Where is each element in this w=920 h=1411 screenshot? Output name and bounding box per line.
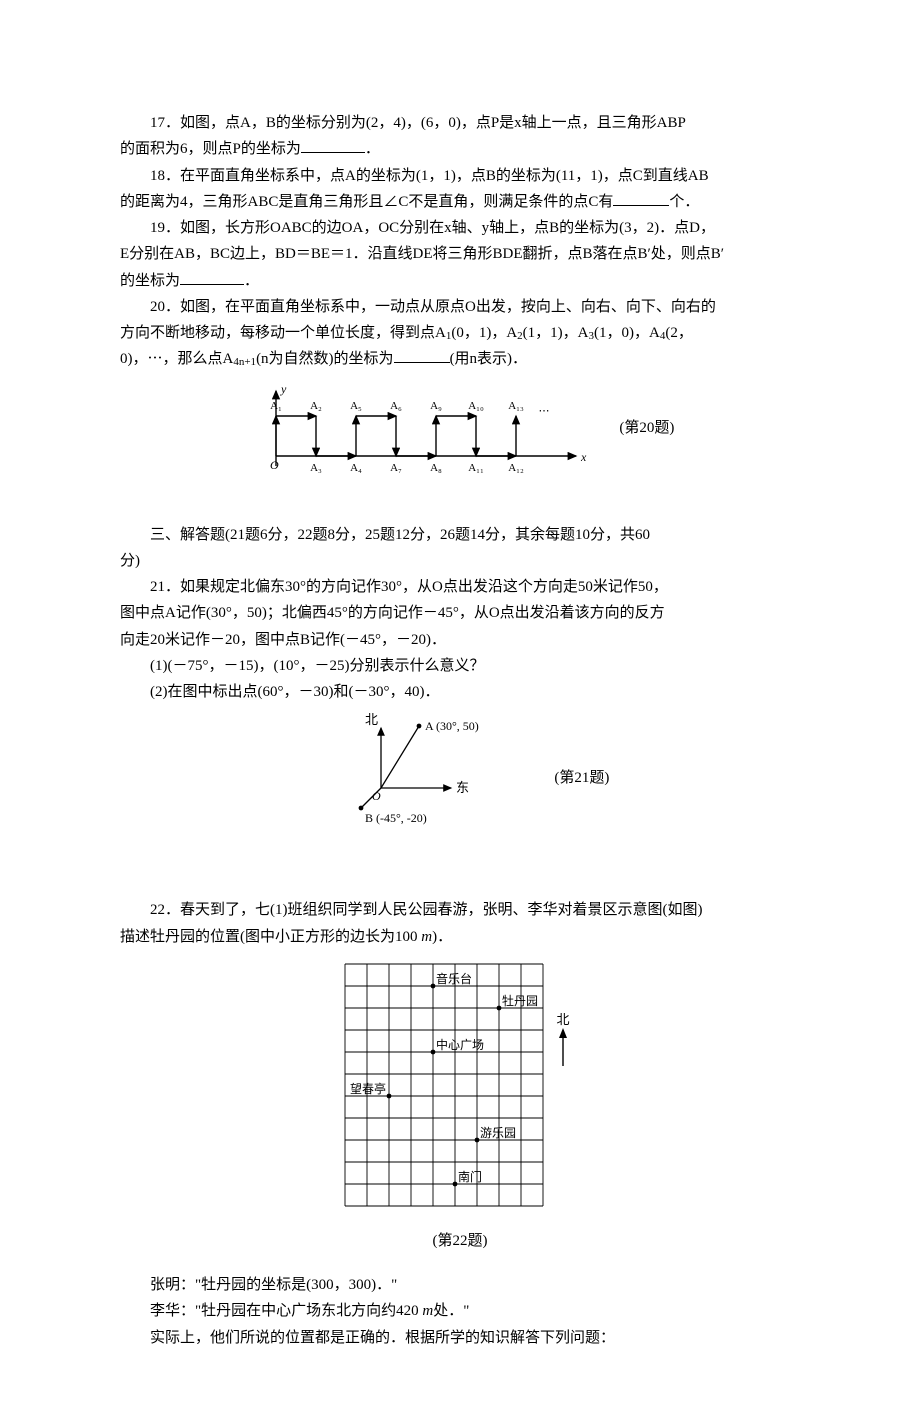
q19-t2: E分别在AB，BC边上，BD＝BE＝1．沿直线DE将三角形BDE翻折，点B落在点… <box>120 246 724 262</box>
q22-zhang-text: 张明："牡丹园的坐标是(300，300)．" <box>150 1277 397 1293</box>
q19-blank <box>180 269 244 285</box>
q19-line1: 19．如图，长方形OABC的边OA，OC分别在x轴、y轴上，点B的坐标为(3，2… <box>120 215 800 241</box>
q20-t2a: 方向不断地移动，每移动一个单位长度，得到点A <box>120 325 446 341</box>
q21-origin: O <box>372 789 381 803</box>
q18-blank <box>613 190 669 206</box>
q19-t3: 的坐标为 <box>120 273 180 289</box>
q19-line2: E分别在AB，BC边上，BD＝BE＝1．沿直线DE将三角形BDE翻折，点B落在点… <box>120 241 800 267</box>
q19-suffix: ． <box>244 273 259 289</box>
q17-line1: 17．如图，点A，B的坐标分别为(2，4)，(6，0)，点P是x轴上一点，且三角… <box>120 110 800 136</box>
q20-a5: A₅ <box>350 400 362 412</box>
svg-text:望春亭: 望春亭 <box>350 1081 386 1096</box>
svg-text:音乐台: 音乐台 <box>436 971 472 986</box>
q22-li: 李华："牡丹园在中心广场东北方向约420 m处．" <box>120 1298 800 1324</box>
q20-line3: 0)，⋯，那么点A4n+1(n为自然数)的坐标为(用n表示)． <box>120 346 800 372</box>
q21-B: B (-45°, -20) <box>365 811 427 825</box>
q22-li-text: 李华："牡丹园在中心广场东北方向约420 <box>150 1303 422 1319</box>
q20-dots: ⋯ <box>538 405 549 417</box>
q17-line2: 的面积为6，则点P的坐标为 ． <box>120 136 800 162</box>
q22-t2b: )． <box>432 929 452 945</box>
svg-text:北: 北 <box>556 1012 569 1027</box>
q18-line2: 的距离为4，三角形ABC是直角三角形且∠C不是直角，则满足条件的点C有 个． <box>120 189 800 215</box>
q20-a6: A₆ <box>390 400 402 412</box>
q20-a7: A₇ <box>390 462 402 474</box>
q20-a8: A₈ <box>430 462 442 474</box>
q22-t1: 22．春天到了，七(1)班组织同学到人民公园春游，张明、李华对着景区示意图(如图… <box>150 902 702 918</box>
q20-caption: (第20题) <box>619 415 674 441</box>
q20-figure: O x y A₁ A₂ <box>120 381 800 476</box>
q20-a13: A₁₃ <box>508 400 524 412</box>
q20-p4: (2， <box>665 325 693 341</box>
q20-a9: A₉ <box>430 400 442 412</box>
q17-text2: 的面积为6，则点P的坐标为 <box>120 141 301 157</box>
q22-last-text: 实际上，他们所说的位置都是正确的．根据所学的知识解答下列问题： <box>150 1330 615 1346</box>
q18-text1: 18．在平面直角坐标系中，点A的坐标为(1，1)，点B的坐标为(11，1)，点C… <box>150 168 709 184</box>
q20-ylabel: y <box>280 382 287 396</box>
q21-north: 北 <box>365 713 378 727</box>
q21-t1: 21．如果规定北偏东30°的方向记作30°，从O点出发沿这个方向走50米记作50… <box>150 579 668 595</box>
q18-text2b: 个． <box>669 194 699 210</box>
q20-a12: A₁₂ <box>508 462 524 474</box>
q19-line3: 的坐标为 ． <box>120 268 800 294</box>
svg-text:牡丹园: 牡丹园 <box>502 993 538 1008</box>
q21-l1: 21．如果规定北偏东30°的方向记作30°，从O点出发沿这个方向走50米记作50… <box>120 574 800 600</box>
q21-t3: 向走20米记作－20，图中点B记作(－45°，－20)． <box>120 632 446 648</box>
q22-t2a: 描述牡丹园的位置(图中小正方形的边长为100 <box>120 929 421 945</box>
q20-p2: (1，1)，A <box>523 325 589 341</box>
q20-a4: A₄ <box>350 462 362 474</box>
q22-caption: (第22题) <box>120 1228 800 1254</box>
q20-line1: 20．如图，在平面直角坐标系中，一动点从原点O出发，按向上、向右、向下、向右的 <box>120 294 800 320</box>
q21-t2: 图中点A记作(30°，50)；北偏西45°的方向记作－45°，从O点出发沿着该方… <box>120 605 665 621</box>
q21-east: 东 <box>456 780 469 795</box>
q22-li-suffix: 处．" <box>433 1303 469 1319</box>
q20-a3: A₃ <box>310 462 322 474</box>
q20-a11: A₁₁ <box>468 462 484 474</box>
svg-text:中心广场: 中心广场 <box>436 1037 484 1052</box>
q20-t3c: (用n表示)． <box>450 351 528 367</box>
q20-line2: 方向不断地移动，每移动一个单位长度，得到点A1(0，1)，A2(1，1)，A3(… <box>120 320 800 346</box>
section3: 三、解答题(21题6分，22题8分，25题12分，26题14分，其余每题10分，… <box>120 522 800 548</box>
q20-origin: O <box>270 458 279 472</box>
q20-t1: 20．如图，在平面直角坐标系中，一动点从原点O出发，按向上、向右、向下、向右的 <box>150 299 716 315</box>
q22-figure: 音乐台牡丹园中心广场望春亭游乐园南门 北 (第22题) <box>120 958 800 1254</box>
q18-text2a: 的距离为4，三角形ABC是直角三角形且∠C不是直角，则满足条件的点C有 <box>120 194 613 210</box>
q21-sub1: (1)(－75°，－15)，(10°，－25)分别表示什么意义？ <box>150 658 484 674</box>
q22-svg: 音乐台牡丹园中心广场望春亭游乐园南门 北 <box>325 958 595 1228</box>
q21-A: A (30°, 50) <box>425 719 479 733</box>
section3b: 分) <box>120 548 800 574</box>
q22-l1: 22．春天到了，七(1)班组织同学到人民公园春游，张明、李华对着景区示意图(如图… <box>120 897 800 923</box>
q17-suffix: ． <box>365 141 380 157</box>
svg-text:南门: 南门 <box>458 1169 482 1184</box>
q20-a1: A₁ <box>270 400 282 412</box>
q20-a2: A₂ <box>310 400 322 412</box>
q21-s2: (2)在图中标出点(60°，－30)和(－30°，40)． <box>120 679 800 705</box>
q21-figure: 北 东 O A (30°, 50) B (-45°, -20) (第21题) <box>120 713 800 843</box>
q18-line1: 18．在平面直角坐标系中，点A的坐标为(1，1)，点B的坐标为(11，1)，点C… <box>120 163 800 189</box>
q22-l2: 描述牡丹园的位置(图中小正方形的边长为100 m)． <box>120 924 800 950</box>
q22-last: 实际上，他们所说的位置都是正确的．根据所学的知识解答下列问题： <box>120 1325 800 1351</box>
q20-t3a: 0)，⋯，那么点A <box>120 351 233 367</box>
q20-p1: (0，1)，A <box>451 325 517 341</box>
q21-sub2: (2)在图中标出点(60°，－30)和(－30°，40)． <box>150 684 439 700</box>
q21-s1: (1)(－75°，－15)，(10°，－25)分别表示什么意义？ <box>120 653 800 679</box>
q20-a10: A₁₀ <box>468 400 484 412</box>
q21-l2: 图中点A记作(30°，50)；北偏西45°的方向记作－45°，从O点出发沿着该方… <box>120 600 800 626</box>
q22-zhang: 张明："牡丹园的坐标是(300，300)．" <box>120 1272 800 1298</box>
q21-caption: (第21题) <box>554 765 609 791</box>
q20-p3: (1，0)，A <box>594 325 660 341</box>
q20-blank <box>394 347 450 363</box>
q20-t3b: (n为自然数)的坐标为 <box>256 351 394 367</box>
q21-l3: 向走20米记作－20，图中点B记作(－45°，－20)． <box>120 627 800 653</box>
section3b-text: 分) <box>120 553 140 569</box>
q19-t1: 19．如图，长方形OABC的边OA，OC分别在x轴、y轴上，点B的坐标为(3，2… <box>150 220 715 236</box>
section3-text: 三、解答题(21题6分，22题8分，25题12分，26题14分，其余每题10分，… <box>150 527 650 543</box>
q20-xlabel: x <box>580 450 587 464</box>
q17-blank <box>301 137 365 153</box>
svg-text:游乐园: 游乐园 <box>480 1126 516 1140</box>
q17-text1: 17．如图，点A，B的坐标分别为(2，4)，(6，0)，点P是x轴上一点，且三角… <box>150 115 686 131</box>
